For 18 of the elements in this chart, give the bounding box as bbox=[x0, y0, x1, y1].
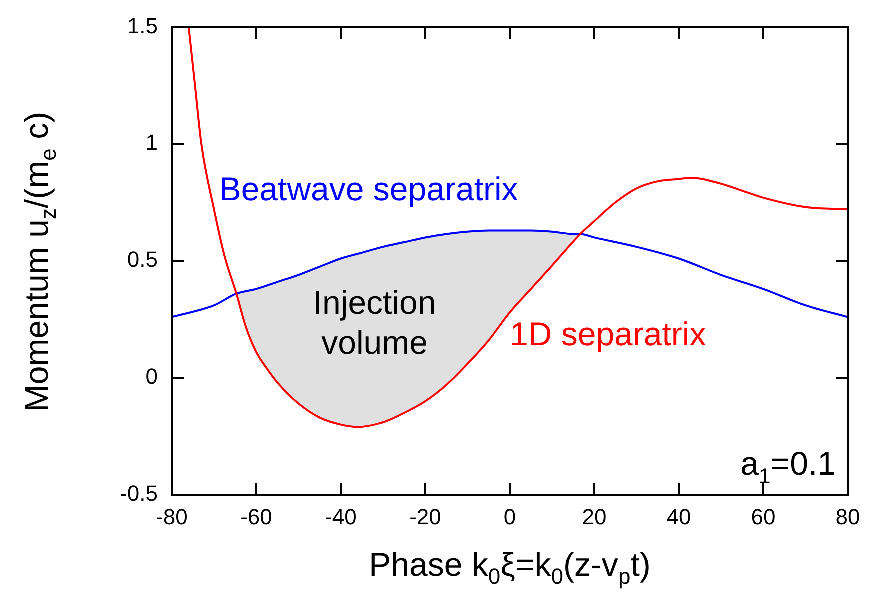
series-label: Beatwave separatrix bbox=[219, 170, 519, 208]
y-tick-label: 1.5 bbox=[127, 13, 158, 38]
x-tick-label: -20 bbox=[410, 504, 442, 530]
x-tick-label: -40 bbox=[325, 504, 357, 530]
x-tick-label: -60 bbox=[240, 504, 272, 530]
y-tick-label: -0.5 bbox=[120, 481, 158, 506]
series-label: 1D separatrix bbox=[510, 315, 707, 352]
x-axis-title: Phase k$_{0}$ξ=k$_{0}$(z-v$_{p}$t) bbox=[369, 546, 651, 590]
x-tick-label: 40 bbox=[666, 504, 692, 530]
y-tick-label: 0.5 bbox=[127, 247, 158, 272]
x-tick-label: 0 bbox=[504, 504, 516, 530]
x-tick-label: 80 bbox=[836, 504, 860, 530]
annotation: Injection volume bbox=[313, 284, 436, 361]
y-tick-label: 1 bbox=[146, 130, 158, 156]
x-tick-label: 20 bbox=[582, 504, 607, 530]
x-tick-label: 60 bbox=[751, 504, 776, 530]
x-tick-label: -80 bbox=[156, 504, 188, 530]
y-tick-label: 0 bbox=[146, 364, 158, 390]
